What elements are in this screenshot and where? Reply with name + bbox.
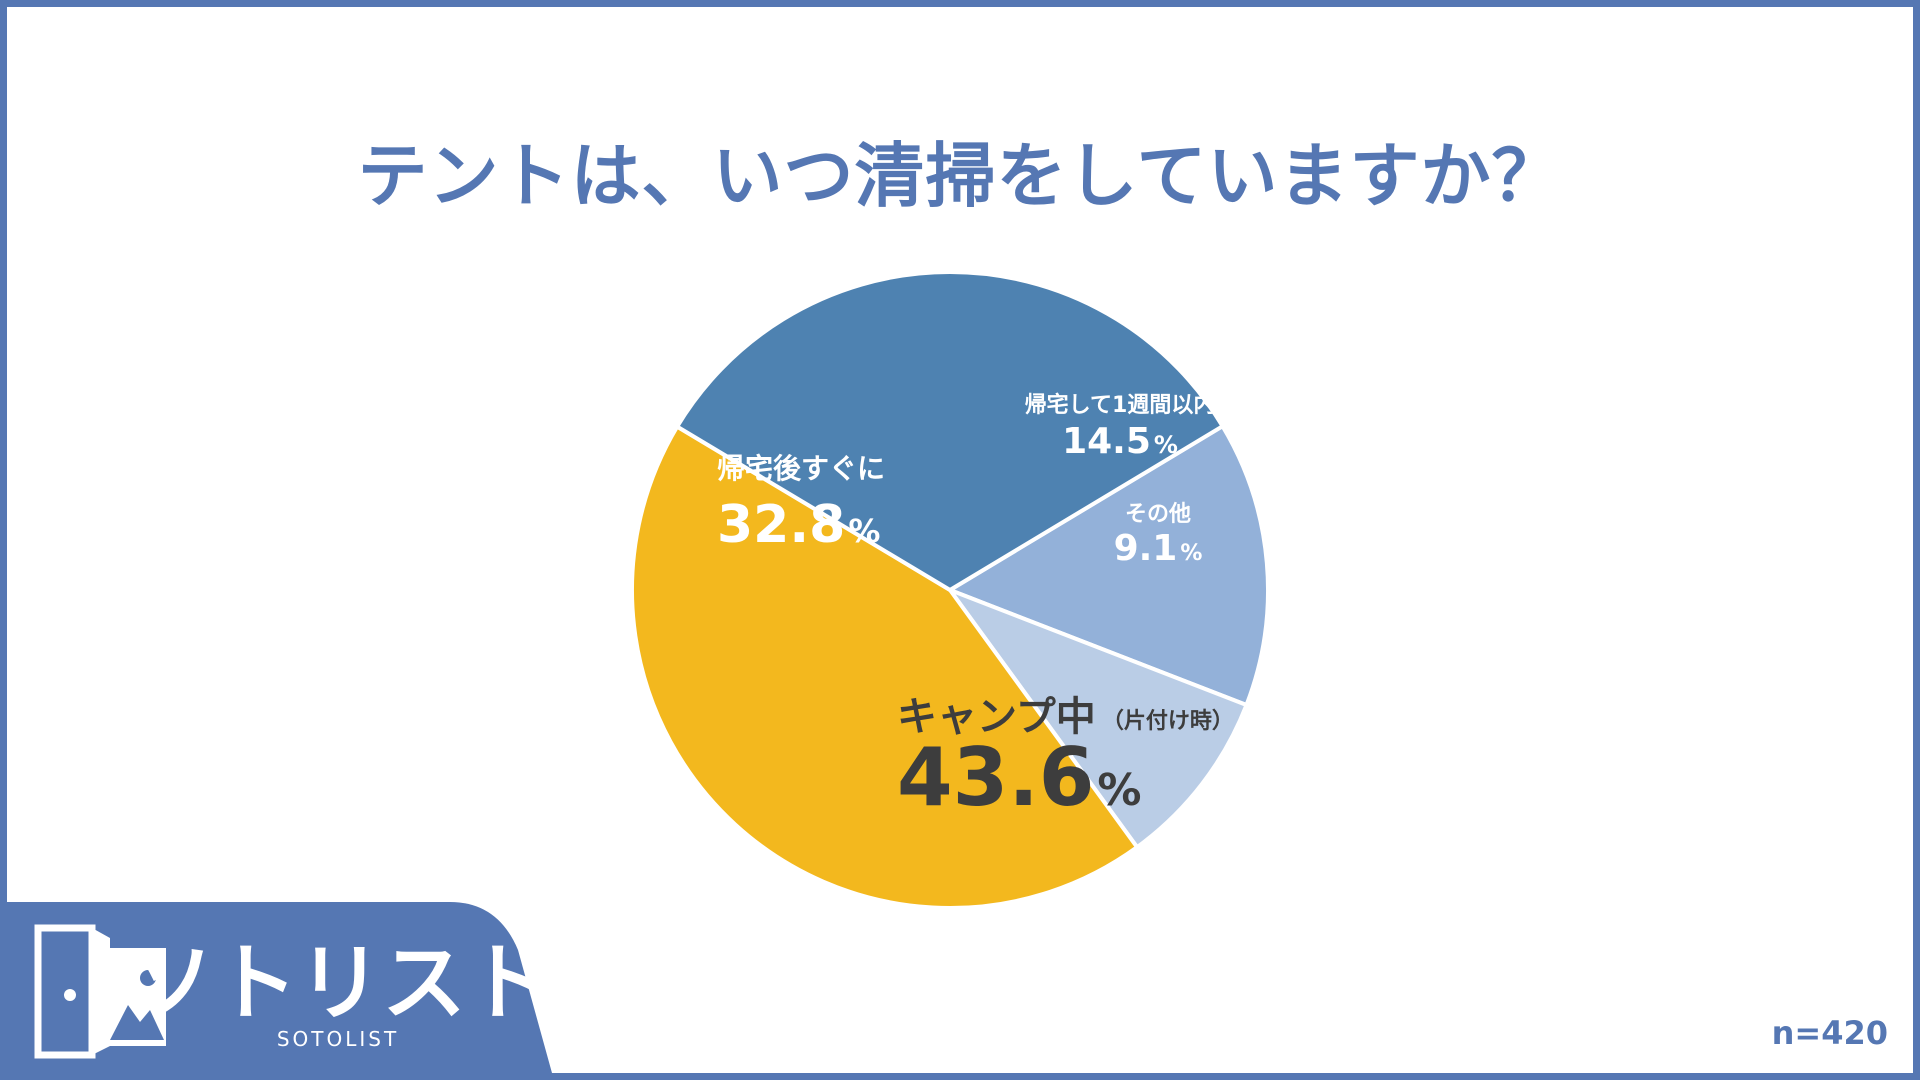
pie-slice	[630, 424, 1140, 910]
slice-value-label: 9.1%	[1114, 528, 1203, 569]
chart-title: テントは、いつ清掃をしていますか？	[357, 135, 1563, 217]
slice-name-label: 帰宅して1週間以内	[1025, 392, 1216, 418]
slice-name-label: その他	[1125, 502, 1191, 527]
slice-value-label: 43.6%	[897, 731, 1141, 824]
pie-slice	[675, 270, 1225, 592]
logo-subtext: SOTOLIST	[277, 1027, 399, 1051]
slice-name-label: 帰宅後すぐに	[717, 452, 885, 485]
pie-slice	[948, 588, 1249, 850]
slice-name-label: キャンプ中 （片付け時）	[897, 694, 1234, 740]
sample-size-label: n=420	[1771, 1014, 1888, 1052]
slice-value-label: 32.8%	[717, 495, 880, 555]
door-icon	[34, 924, 166, 1059]
slice-value-label: 14.5%	[1062, 421, 1178, 462]
pie-slice	[948, 424, 1270, 707]
logo-text: ソトリスト	[130, 934, 550, 1032]
